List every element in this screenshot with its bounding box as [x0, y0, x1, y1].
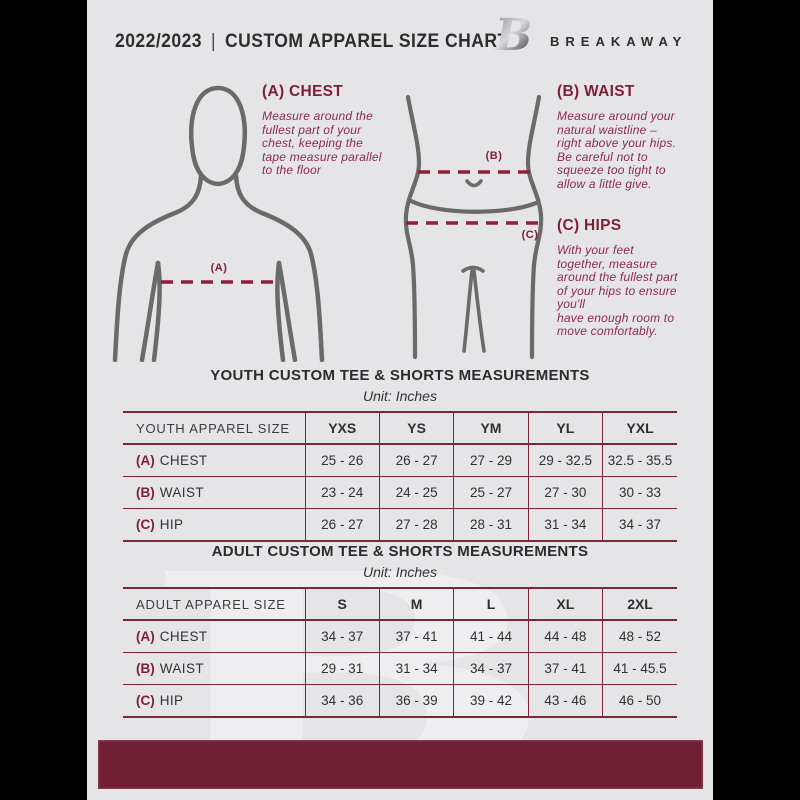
adult-table-title: ADULT CUSTOM TEE & SHORTS MEASUREMENTS	[211, 543, 589, 560]
size-header-ym: YM	[453, 412, 529, 444]
adult-waist-row: (B) WAIST 29 - 31 31 - 34 34 - 37 37 - 41…	[123, 652, 677, 685]
adult-table-unit: Unit: Inches	[363, 564, 437, 580]
row-label: CHEST	[159, 453, 208, 468]
waist-guide: (B) WAIST Measure around your natural wa…	[557, 83, 707, 191]
cell-value: 46 - 50	[602, 684, 677, 717]
cell-value: 44 - 48	[527, 620, 603, 653]
row-prefix: (A)	[136, 453, 155, 468]
footer-bar	[98, 740, 703, 789]
size-header-yxl: YXL	[602, 412, 677, 444]
cell-value: 26 - 27	[378, 444, 454, 477]
title-divider: |	[211, 30, 217, 52]
adult-size-table: ADULT APPAREL SIZE S M L XL 2XL (A) CHEST…	[123, 587, 677, 718]
youth-size-column-header: YOUTH APPAREL SIZE	[136, 420, 290, 436]
waist-marker-label: (B)	[485, 150, 503, 162]
row-label: CHEST	[159, 629, 208, 644]
brand-logo-icon: B	[495, 10, 533, 61]
row-prefix: (B)	[136, 485, 155, 500]
cell-value: 41 - 45.5	[602, 652, 677, 685]
cell-value: 41 - 44	[453, 620, 529, 653]
cell-value: 29 - 31	[304, 652, 380, 685]
row-prefix: (A)	[136, 629, 155, 644]
size-header-yxs: YXS	[304, 412, 380, 444]
cell-value: 43 - 46	[527, 684, 603, 717]
cell-value: 27 - 30	[527, 476, 603, 509]
size-header-l: L	[453, 588, 529, 620]
row-label: WAIST	[159, 485, 204, 500]
cell-value: 27 - 29	[453, 444, 529, 477]
chest-guide-text: Measure around the fullest part of your …	[262, 109, 382, 177]
cell-value: 25 - 27	[453, 476, 529, 509]
youth-chest-row: (A) CHEST 25 - 26 26 - 27 27 - 29 29 - 32…	[123, 444, 677, 477]
cell-value: 34 - 37	[453, 652, 529, 685]
edition-year: 2022/2023	[115, 30, 203, 52]
cell-value: 29 - 32.5	[527, 444, 603, 477]
cell-value: 31 - 34	[527, 508, 603, 541]
adult-chest-row: (A) CHEST 34 - 37 37 - 41 41 - 44 44 - 48…	[123, 620, 677, 653]
chest-guide: (A) CHEST Measure around the fullest par…	[262, 83, 420, 178]
cell-value: 48 - 52	[602, 620, 677, 653]
cell-value: 34 - 37	[602, 508, 677, 541]
hip-marker-label: (C)	[521, 229, 539, 241]
cell-value: 34 - 36	[304, 684, 380, 717]
upper-body-outline-icon	[112, 85, 325, 362]
youth-waist-row: (B) WAIST 23 - 24 24 - 25 25 - 27 27 - 30…	[123, 476, 677, 509]
brand-name: BREAKAWAY	[550, 34, 688, 49]
cell-value: 25 - 26	[304, 444, 380, 477]
row-label: HIP	[159, 517, 184, 532]
row-prefix: (B)	[136, 661, 155, 676]
chest-measurement-figure: (A)	[105, 78, 325, 362]
cell-value: 23 - 24	[304, 476, 380, 509]
row-label: HIP	[159, 693, 184, 708]
cell-value: 31 - 34	[378, 652, 454, 685]
hips-guide-heading: (C) HIPS	[557, 217, 622, 234]
chest-guide-heading: (A) CHEST	[262, 83, 344, 100]
row-label: WAIST	[159, 661, 204, 676]
document-title: CUSTOM APPAREL SIZE CHART	[225, 30, 509, 52]
waist-hip-measurement-figure: (B) (C)	[395, 93, 565, 360]
lower-body-outline-icon	[403, 94, 544, 360]
youth-size-table: YOUTH APPAREL SIZE YXS YS YM YL YXL (A) C…	[123, 411, 677, 542]
cell-value: 36 - 39	[378, 684, 454, 717]
adult-hip-row: (C) HIP 34 - 36 36 - 39 39 - 42 43 - 46 4…	[123, 684, 677, 717]
cell-value: 24 - 25	[378, 476, 454, 509]
youth-hip-row: (C) HIP 26 - 27 27 - 28 28 - 31 31 - 34 3…	[123, 508, 677, 541]
size-header-m: M	[378, 588, 454, 620]
size-header-s: S	[304, 588, 380, 620]
size-chart-page: B 2022/2023 | CUSTOM APPAREL SIZE CHART B …	[87, 0, 713, 800]
size-header-xl: XL	[527, 588, 603, 620]
size-header-2xl: 2XL	[602, 588, 677, 620]
adult-header-row: ADULT APPAREL SIZE S M L XL 2XL	[123, 588, 677, 620]
adult-size-column-header: ADULT APPAREL SIZE	[136, 596, 286, 612]
chest-marker-label: (A)	[210, 262, 228, 274]
cell-value: 27 - 28	[378, 508, 454, 541]
youth-table-unit: Unit: Inches	[363, 388, 437, 404]
waist-guide-heading: (B) WAIST	[557, 83, 635, 100]
cell-value: 37 - 41	[378, 620, 454, 653]
cell-value: 37 - 41	[527, 652, 603, 685]
cell-value: 30 - 33	[602, 476, 677, 509]
cell-value: 32.5 - 35.5	[602, 444, 677, 477]
waist-guide-text: Measure around your natural waistline – …	[557, 109, 677, 191]
cell-value: 28 - 31	[453, 508, 529, 541]
size-header-yl: YL	[527, 412, 603, 444]
page-title: 2022/2023 | CUSTOM APPAREL SIZE CHART	[115, 30, 509, 53]
cell-value: 26 - 27	[304, 508, 380, 541]
cell-value: 39 - 42	[453, 684, 529, 717]
youth-header-row: YOUTH APPAREL SIZE YXS YS YM YL YXL	[123, 412, 677, 444]
youth-table-title: YOUTH CUSTOM TEE & SHORTS MEASUREMENTS	[210, 367, 590, 384]
size-header-ys: YS	[378, 412, 454, 444]
hips-guide: (C) HIPS With your feet together, measur…	[557, 217, 709, 339]
cell-value: 34 - 37	[304, 620, 380, 653]
hips-guide-text: With your feet together, measure around …	[557, 243, 678, 338]
row-prefix: (C)	[136, 517, 155, 532]
row-prefix: (C)	[136, 693, 155, 708]
